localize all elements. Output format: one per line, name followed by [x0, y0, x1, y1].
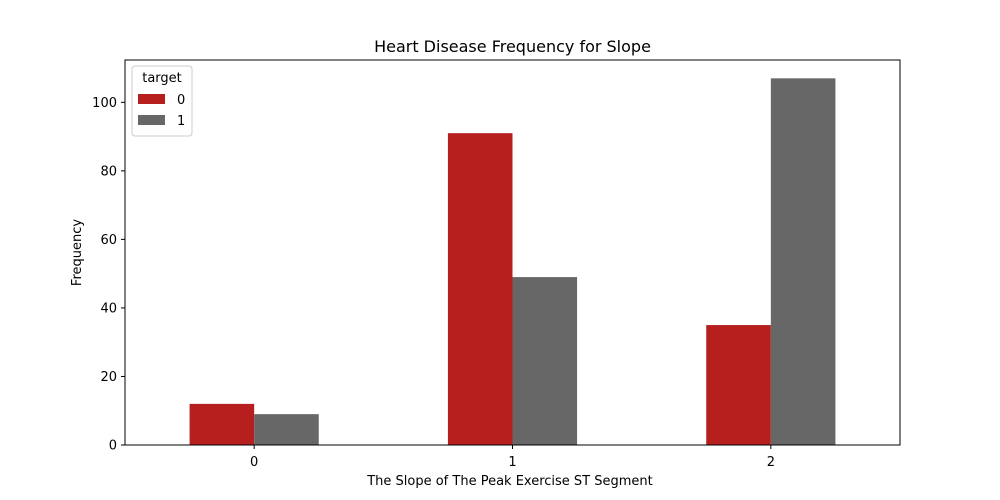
legend: target 01: [131, 65, 193, 137]
bar-target-0-slope-1: [447, 133, 513, 445]
legend-items: 01: [138, 93, 185, 129]
y-tick-label: 40: [100, 301, 117, 316]
y-tick-label: 20: [100, 370, 117, 385]
legend-title: target: [142, 71, 182, 86]
bar-target-0-slope-2: [706, 325, 771, 445]
x-axis-label: The Slope of The Peak Exercise ST Segmen…: [366, 474, 653, 489]
bar-target-1-slope-0: [254, 414, 319, 445]
x-tick-label: 2: [767, 455, 775, 470]
bar-target-0-slope-0: [189, 403, 255, 445]
y-tick-label: 0: [109, 439, 117, 454]
legend-label-0: 0: [177, 93, 185, 108]
x-tick-label: 0: [250, 455, 258, 470]
legend-label-1: 1: [177, 114, 185, 129]
chart-title: Heart Disease Frequency for Slope: [374, 37, 651, 56]
y-axis: 0 20 40 60 80 100: [92, 96, 125, 454]
bar-target-1-slope-1: [512, 277, 578, 445]
bars-layer: [189, 78, 836, 445]
y-axis-label: Frequency: [70, 219, 85, 286]
bar-target-1-slope-2: [770, 78, 836, 445]
y-tick-label: 100: [92, 96, 117, 111]
x-axis: 0 1 2: [250, 445, 775, 470]
plot-frame: [124, 59, 901, 446]
legend-swatch-0: [138, 94, 165, 104]
y-tick-label: 60: [100, 233, 117, 248]
y-tick-label: 80: [100, 164, 117, 179]
legend-swatch-1: [138, 115, 165, 125]
x-tick-label: 1: [508, 455, 516, 470]
